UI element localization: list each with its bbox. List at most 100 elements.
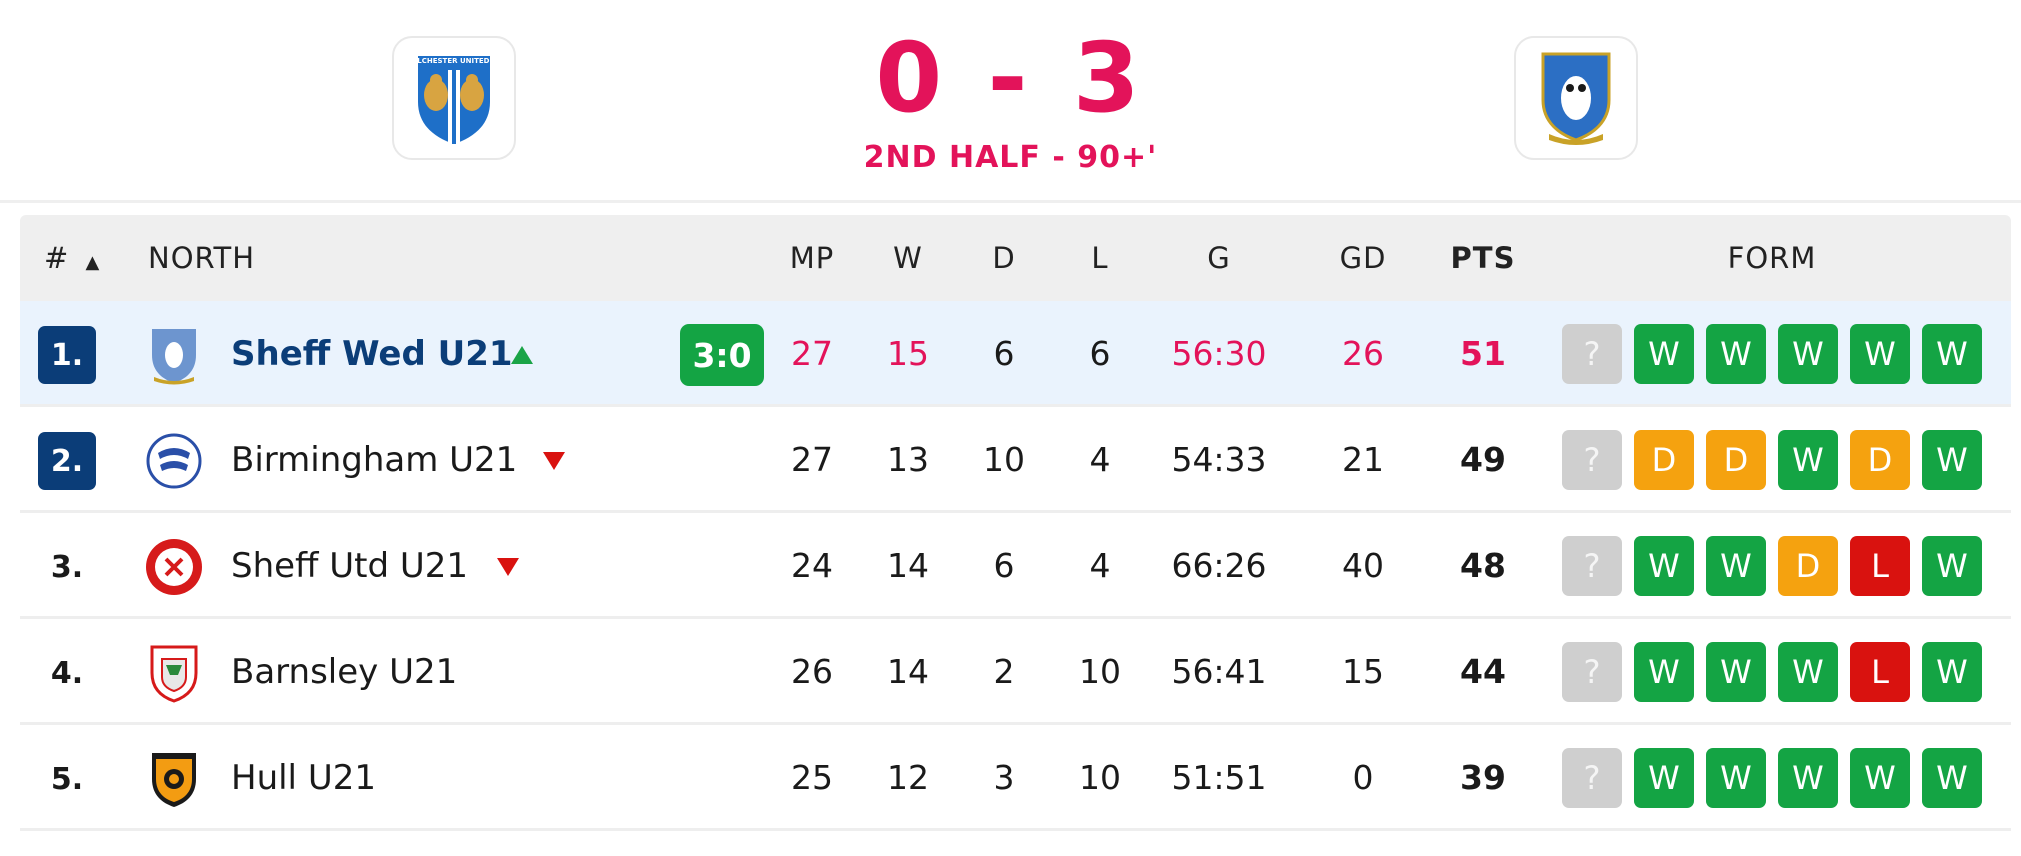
gd-value: 0 [1352,758,1374,797]
form-result[interactable]: D [1706,430,1766,490]
form-list: ? W W W W W [1562,748,1994,808]
standings-table: # ▲ NORTH MP W D L G GD PTS FORM 1. Shef… [20,215,2011,831]
gd-value: 40 [1342,546,1384,585]
birmingham-logo-icon [146,433,202,489]
hull-logo-icon [152,753,196,807]
form-result[interactable]: W [1778,748,1838,808]
form-result[interactable]: D [1634,430,1694,490]
form-result[interactable]: W [1922,642,1982,702]
mp-value: 25 [791,758,833,797]
goals-value: 56:30 [1171,334,1267,373]
team-name[interactable]: Sheff Wed U21 [231,334,513,374]
sheff-wed-logo-icon [152,329,196,385]
home-team-logo[interactable]: COLCHESTER UNITED FC [392,36,516,160]
rank-badge: 4. [50,655,84,691]
match-score: 0 - 3 [875,22,1146,134]
form-next-match[interactable]: ? [1562,430,1622,490]
form-result[interactable]: W [1922,430,1982,490]
form-list: ? W W D L W [1562,536,1994,596]
form-result[interactable]: W [1634,324,1694,384]
form-result[interactable]: W [1922,324,1982,384]
l-value: 4 [1089,546,1111,585]
form-result[interactable]: W [1922,536,1982,596]
form-next-match[interactable]: ? [1562,324,1622,384]
form-result[interactable]: W [1634,536,1694,596]
table-row[interactable]: 5. Hull U21 25 12 3 10 51:51 0 39 ? W W … [20,725,2011,831]
form-result[interactable]: W [1706,642,1766,702]
rank-sort-header[interactable]: # ▲ [44,241,101,275]
team-name[interactable]: Birmingham U21 [231,440,518,480]
live-score-badge[interactable]: 3:0 [680,324,764,386]
sort-ascending-icon: ▲ [85,252,101,273]
team-name[interactable]: Sheff Utd U21 [231,546,469,586]
form-result[interactable]: W [1706,324,1766,384]
trend-down-icon [497,558,519,576]
rank-badge: 3. [50,549,84,585]
pts-value: 49 [1460,440,1506,479]
table-row[interactable]: 1. Sheff Wed U21 3:0 27 15 6 6 56:30 26 … [20,301,2011,407]
trend-up-icon [511,346,533,364]
crest-lettering: COLCHESTER UNITED FC [414,57,494,65]
team-name[interactable]: Hull U21 [231,758,376,798]
gd-value: 21 [1342,440,1384,479]
l-value: 10 [1079,652,1121,691]
mp-value: 27 [791,334,833,373]
team-name[interactable]: Barnsley U21 [231,652,458,692]
goals-value: 66:26 [1171,546,1267,585]
form-result[interactable]: D [1850,430,1910,490]
d-header[interactable]: D [992,241,1016,275]
w-value: 14 [887,546,929,585]
gd-value: 26 [1342,334,1384,373]
mp-header[interactable]: MP [789,241,835,275]
rank-badge: 2. [38,432,96,490]
form-result[interactable]: W [1634,642,1694,702]
form-result[interactable]: W [1850,748,1910,808]
colchester-crest-icon: COLCHESTER UNITED FC [414,56,494,145]
g-header[interactable]: G [1207,241,1231,275]
d-value: 10 [983,440,1025,479]
group-header: NORTH [148,241,256,275]
form-next-match[interactable]: ? [1562,748,1622,808]
trend-down-icon [543,452,565,470]
table-row[interactable]: 4. Barnsley U21 26 14 2 10 56:41 15 44 ?… [20,619,2011,725]
goals-value: 54:33 [1171,440,1267,479]
form-result[interactable]: W [1634,748,1694,808]
goals-value: 56:41 [1171,652,1267,691]
pts-value: 39 [1460,758,1506,797]
barnsley-logo-icon [150,645,198,703]
form-result[interactable]: W [1778,642,1838,702]
mp-value: 24 [791,546,833,585]
form-result[interactable]: D [1778,536,1838,596]
form-list: ? W W W L W [1562,642,1994,702]
table-header: # ▲ NORTH MP W D L G GD PTS FORM [20,215,2011,301]
form-list: ? D D W D W [1562,430,1994,490]
owl-crest-icon [1541,52,1611,145]
w-header[interactable]: W [893,241,923,275]
form-result[interactable]: W [1850,324,1910,384]
l-header[interactable]: L [1091,241,1109,275]
table-row[interactable]: 3. Sheff Utd U21 24 14 6 4 66:26 40 48 ?… [20,513,2011,619]
l-value: 4 [1089,440,1111,479]
form-result[interactable]: W [1706,748,1766,808]
w-value: 12 [887,758,929,797]
gd-header[interactable]: GD [1339,241,1387,275]
form-result[interactable]: W [1778,324,1838,384]
d-value: 6 [993,546,1015,585]
w-value: 15 [887,334,929,373]
w-value: 14 [887,652,929,691]
table-row[interactable]: 2. Birmingham U21 27 13 10 4 54:33 21 49… [20,407,2011,513]
rank-badge: 1. [38,326,96,384]
d-value: 2 [993,652,1015,691]
form-result[interactable]: W [1706,536,1766,596]
form-result[interactable]: L [1850,536,1910,596]
form-result[interactable]: L [1850,642,1910,702]
form-result[interactable]: W [1778,430,1838,490]
mp-value: 26 [791,652,833,691]
form-result[interactable]: W [1922,748,1982,808]
away-team-logo[interactable] [1514,36,1638,160]
form-next-match[interactable]: ? [1562,536,1622,596]
rank-badge: 5. [50,761,84,797]
form-next-match[interactable]: ? [1562,642,1622,702]
pts-header[interactable]: PTS [1450,241,1516,275]
sheff-utd-logo-icon [146,539,202,595]
